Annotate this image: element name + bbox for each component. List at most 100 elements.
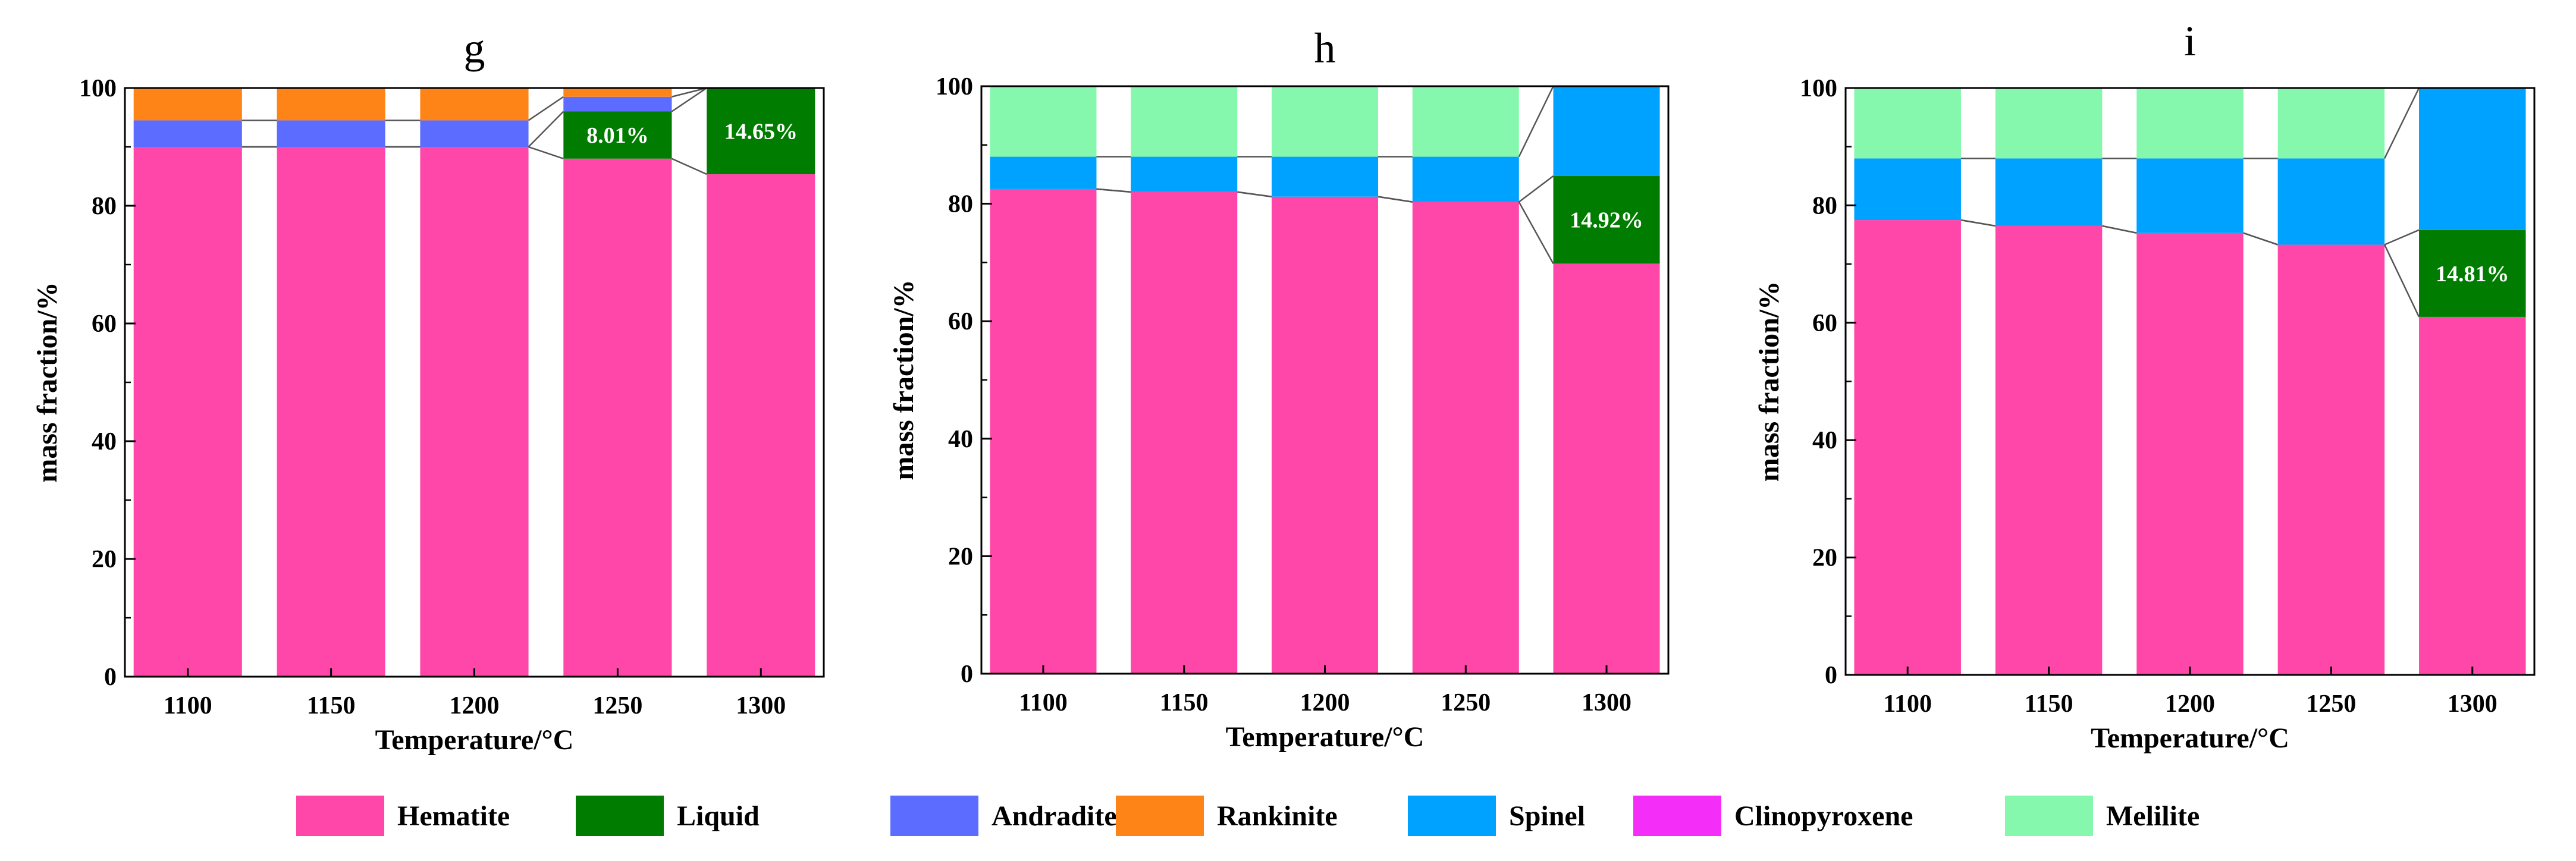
connector-line: [1378, 196, 1413, 203]
bar-hematite-1250: [1412, 202, 1519, 674]
bar-liquid-1300: [707, 88, 815, 175]
y-tick-label: 100: [79, 75, 117, 102]
x-tick-label: 1300: [2448, 690, 2497, 718]
bar-hematite-1250: [563, 158, 672, 677]
connector-line: [1096, 188, 1131, 193]
connector-line: [671, 87, 707, 112]
legend-swatch-clinopyroxene: [1633, 796, 1721, 836]
bar-spinel-1300: [2419, 88, 2526, 230]
legend: Hematite Liquid Andradite Rankinite Spinel Cl…: [296, 796, 2200, 836]
legend-label-andradite: Andradite: [992, 800, 1117, 832]
bar-spinel-1200: [2136, 158, 2244, 233]
y-tick-label: 0: [104, 664, 117, 691]
y-tick-label: 20: [948, 543, 973, 570]
bar-hematite-1250: [2277, 244, 2385, 675]
x-tick-label: 1250: [2306, 690, 2356, 718]
x-tick-label: 1200: [2165, 690, 2215, 718]
panel-title: h: [1314, 24, 1336, 72]
bar-hematite-1200: [1271, 196, 1379, 674]
legend-swatch-hematite: [296, 796, 384, 836]
bar-spinel-1100: [990, 156, 1097, 189]
legend-label-rankinite: Rankinite: [1217, 800, 1338, 832]
data-label-1300: 14.92%: [1570, 208, 1643, 233]
bar-spinel-1150: [1131, 156, 1238, 192]
y-tick-label: 60: [948, 308, 973, 335]
x-axis-label: Temperature/°C: [1226, 721, 1425, 753]
bar-liquid-1300: [1553, 175, 1660, 264]
x-tick-label: 1200: [1300, 689, 1350, 717]
bar-melilite-1100: [1854, 88, 1961, 159]
panel-g: 8.01% 14.65% 0 20 40 60 80 100 1100 1150 1200 1250 1…: [32, 24, 825, 756]
bar-melilite-1200: [1271, 86, 1379, 157]
bar-melilite-1250: [2277, 88, 2385, 159]
connector-line: [528, 146, 564, 159]
y-tick-label: 40: [92, 428, 117, 455]
x-axis-label: Temperature/°C: [375, 724, 574, 756]
connector-line: [1518, 202, 1554, 264]
x-tick-label: 1300: [736, 692, 786, 719]
bar-melilite-1250: [1412, 86, 1519, 157]
bar-hematite-1150: [1995, 225, 2103, 675]
x-tick-label: 1150: [307, 692, 356, 719]
x-tick-label: 1250: [1441, 689, 1491, 717]
legend-swatch-andradite: [890, 796, 978, 836]
x-tick-label: 1100: [1883, 690, 1932, 718]
y-axis-label: mass fraction/%: [1753, 281, 1785, 482]
bar-rankinite-1150: [277, 88, 385, 121]
bar-rankinite-1250: [563, 88, 672, 97]
bar-rankinite-1100: [133, 88, 242, 121]
bar-hematite-1300: [1553, 263, 1660, 674]
y-tick-label: 100: [1800, 75, 1837, 102]
panel-title: g: [464, 24, 485, 72]
connector-line: [2384, 87, 2420, 159]
legend-swatch-melilite: [2005, 796, 2093, 836]
data-label-1300: 14.81%: [2436, 262, 2509, 287]
bar-spinel-1250: [1412, 156, 1519, 202]
connector-line: [671, 158, 707, 175]
connector-line: [2102, 225, 2137, 234]
bar-melilite-1100: [990, 86, 1097, 157]
legend-label-spinel: Spinel: [1509, 800, 1585, 832]
connector-line: [528, 111, 564, 147]
y-tick-label: 60: [1812, 310, 1837, 337]
data-label-1250: 8.01%: [586, 123, 649, 148]
bar-spinel-1250: [2277, 158, 2385, 245]
bar-andradite-1200: [420, 120, 529, 147]
connector-line: [2243, 232, 2279, 246]
bar-andradite-1150: [277, 120, 385, 147]
x-tick-label: 1300: [1582, 689, 1631, 717]
bar-rankinite-1200: [420, 88, 529, 121]
bar-melilite-1150: [1131, 86, 1238, 157]
connector-line: [1237, 191, 1272, 197]
y-axis-label: mass fraction/%: [888, 279, 920, 480]
bar-hematite-1100: [1854, 220, 1961, 675]
bar-melilite-1150: [1995, 88, 2103, 159]
bar-spinel-1200: [1271, 156, 1379, 197]
data-label-1300: 14.65%: [724, 120, 798, 144]
x-tick-label: 1200: [450, 692, 500, 719]
bar-spinel-1100: [1854, 158, 1961, 221]
bar-hematite-1100: [990, 188, 1097, 674]
y-tick-label: 40: [1812, 427, 1837, 454]
connector-line: [1518, 175, 1554, 203]
y-tick-label: 80: [1812, 192, 1837, 219]
bar-andradite-1250: [563, 96, 672, 112]
connector-line: [2384, 244, 2420, 318]
bar-liquid-1300: [2419, 230, 2526, 317]
y-tick-label: 0: [961, 661, 973, 688]
x-tick-label: 1250: [592, 692, 642, 719]
y-tick-label: 0: [1825, 662, 1837, 689]
legend-label-clinopyroxene: Clinopyroxene: [1734, 800, 1913, 832]
connector-line: [672, 87, 707, 98]
y-axis-label: mass fraction/%: [32, 282, 63, 482]
bar-hematite-1100: [133, 147, 242, 677]
y-tick-label: 60: [92, 310, 117, 338]
bar-liquid-1250: [563, 111, 672, 159]
y-tick-label: 80: [948, 191, 973, 218]
connector-line: [1518, 86, 1554, 158]
legend-swatch-spinel: [1408, 796, 1496, 836]
bar-hematite-1200: [420, 147, 529, 677]
legend-label-liquid: Liquid: [677, 800, 760, 832]
x-tick-label: 1100: [1019, 689, 1068, 717]
